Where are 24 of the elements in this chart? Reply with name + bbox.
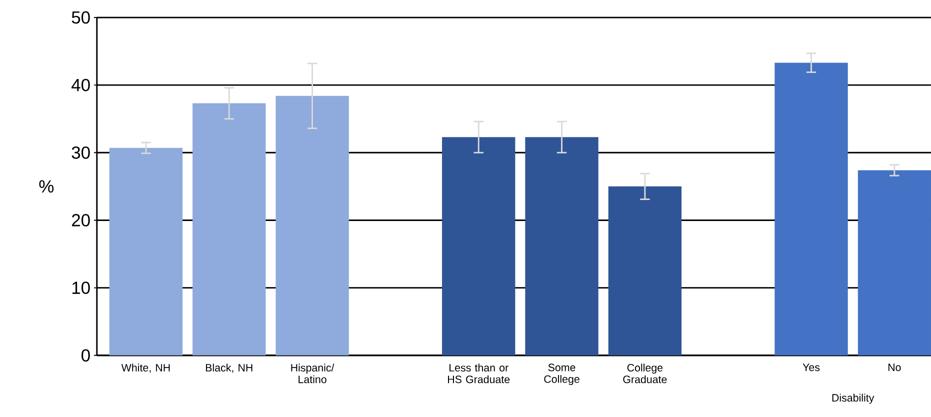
- y-tick-label: 40: [72, 79, 90, 92]
- bar: [192, 104, 266, 356]
- bar: [774, 62, 848, 356]
- bar: [858, 170, 931, 356]
- x-tick-label: No: [888, 364, 901, 372]
- bar: [608, 186, 682, 356]
- y-tick-label: 20: [72, 214, 90, 227]
- x-tick-label: Black, NH: [206, 364, 252, 374]
- x-tick-label: Yes: [802, 364, 820, 372]
- x-tick-label: College Graduate: [623, 364, 667, 384]
- bar: [442, 137, 516, 356]
- y-tick-label: 0: [82, 349, 90, 362]
- y-tick-label: 10: [72, 282, 90, 294]
- x-tick-label: Some College: [544, 364, 580, 386]
- bar: [276, 96, 349, 356]
- y-tick-label: 30: [72, 146, 90, 160]
- bar: [109, 148, 183, 356]
- text: Disability: [832, 394, 874, 404]
- y-tick-label: 50: [72, 12, 90, 24]
- x-tick-label: White, NH: [121, 364, 170, 374]
- bar: [525, 137, 598, 356]
- y-axis-title: %: [39, 180, 54, 193]
- x-tick-label: Hispanic/ Latino: [291, 364, 334, 384]
- x-tick-label: Less than or HS Graduate: [448, 364, 510, 384]
